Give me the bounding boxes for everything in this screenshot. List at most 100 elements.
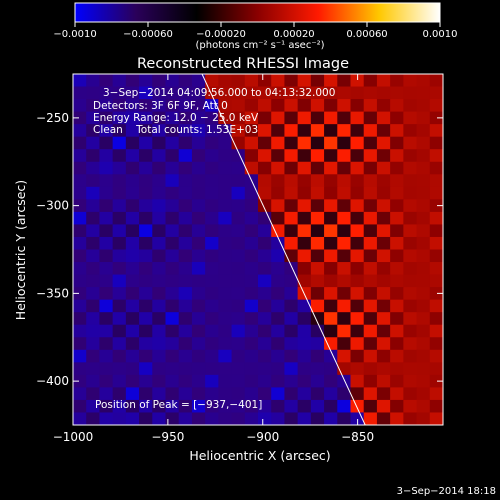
heatmap-cell [284, 324, 299, 338]
heatmap-cell [125, 124, 140, 138]
y-tick-label: −250 [36, 111, 69, 125]
heatmap-cell [218, 324, 233, 338]
heatmap-cell [416, 262, 431, 276]
heatmap-cell [244, 349, 259, 363]
heatmap-cell [416, 111, 431, 125]
heatmap-cell [258, 312, 272, 326]
heatmap-cell [429, 387, 443, 401]
heatmap-cell [139, 262, 153, 276]
heatmap-cell [376, 287, 391, 301]
heatmap-cell [152, 111, 167, 125]
heatmap-cell [284, 287, 299, 301]
heatmap-cell [258, 399, 272, 414]
heatmap-cell [244, 337, 259, 351]
heatmap-cell [99, 199, 114, 213]
heatmap-cell [297, 124, 312, 138]
heatmap-cell [152, 349, 167, 363]
heatmap-cell [191, 136, 206, 150]
heatmap-cell [165, 186, 180, 200]
heatmap-cell [205, 236, 219, 251]
heatmap-cell [178, 274, 193, 288]
heatmap-cell [350, 111, 365, 125]
heatmap-cell [429, 362, 443, 376]
heatmap-cell [73, 86, 87, 100]
heatmap-cell [139, 399, 153, 414]
heatmap-cell [244, 412, 259, 425]
heatmap-cell [218, 399, 233, 414]
heatmap-cell [86, 161, 101, 175]
heatmap-cell [205, 262, 219, 276]
heatmap-cell [218, 412, 233, 425]
heatmap-cell [271, 362, 286, 376]
heatmap-cell [205, 349, 219, 363]
heatmap-cell [376, 262, 391, 276]
heatmap-cell [152, 362, 167, 376]
heatmap-cell [324, 274, 338, 288]
heatmap-cell [165, 412, 180, 425]
heatmap-cell [416, 199, 431, 213]
heatmap-cell [324, 324, 338, 338]
heatmap-cell [99, 99, 114, 113]
heatmap-cell [86, 111, 101, 125]
peak-position-label: Position of Peak = [−937,−401] [95, 399, 262, 411]
heatmap-cell [390, 312, 404, 326]
heatmap-cell [429, 312, 443, 326]
heatmap-cell [429, 74, 443, 88]
heatmap-cell [297, 211, 312, 226]
heatmap-cell [244, 374, 259, 388]
heatmap-cell [99, 211, 114, 226]
heatmap-cell [165, 136, 180, 150]
heatmap-cell [205, 412, 219, 425]
heatmap-cell [416, 324, 431, 338]
heatmap-cell [139, 374, 153, 388]
heatmap-cell [205, 299, 219, 313]
heatmap-cell [350, 324, 365, 338]
heatmap-cell [112, 412, 127, 425]
heatmap-cell [178, 99, 193, 113]
heatmap-cell [231, 287, 246, 301]
colorbar-tick-label: 0.0010 [423, 29, 458, 40]
heatmap-cell [231, 111, 246, 125]
heatmap-cell [152, 211, 167, 226]
heatmap-cell [205, 174, 219, 188]
heatmap-cell [350, 337, 365, 351]
heatmap-cell [191, 412, 206, 425]
heatmap-cell [297, 86, 312, 100]
heatmap-cell [205, 211, 219, 226]
heatmap-cell [363, 199, 378, 213]
heatmap-cell [310, 399, 325, 414]
heatmap-cell [363, 274, 378, 288]
heatmap-cell [284, 236, 299, 251]
heatmap-cell [73, 387, 87, 401]
heatmap-cell [86, 199, 101, 213]
heatmap-cell [191, 312, 206, 326]
heatmap-cell [218, 211, 233, 226]
heatmap-cell [324, 149, 338, 163]
heatmap-cell [350, 249, 365, 263]
heatmap-cell [310, 211, 325, 226]
heatmap-cell [350, 312, 365, 326]
heatmap-cell [297, 111, 312, 125]
heatmap-cell [416, 337, 431, 351]
heatmap-cell [297, 161, 312, 175]
heatmap-cell [86, 174, 101, 188]
heatmap-cell [73, 174, 87, 188]
heatmap-cell [258, 149, 272, 163]
heatmap-cell [310, 374, 325, 388]
heatmap-cell [390, 374, 404, 388]
heatmap-cell [244, 74, 259, 88]
heatmap-cell [244, 236, 259, 251]
heatmap-cell [165, 174, 180, 188]
heatmap-cell [165, 387, 180, 401]
heatmap-cell [271, 136, 286, 150]
heatmap-cell [152, 399, 167, 414]
heatmap-cell [73, 362, 87, 376]
heatmap-cell [363, 387, 378, 401]
heatmap-cell [178, 224, 193, 238]
heatmap-cell [165, 249, 180, 263]
heatmap-cell [258, 387, 272, 401]
heatmap-cell [324, 337, 338, 351]
heatmap-cell [99, 399, 114, 414]
heatmap-cell [324, 174, 338, 188]
heatmap-cell [284, 312, 299, 326]
